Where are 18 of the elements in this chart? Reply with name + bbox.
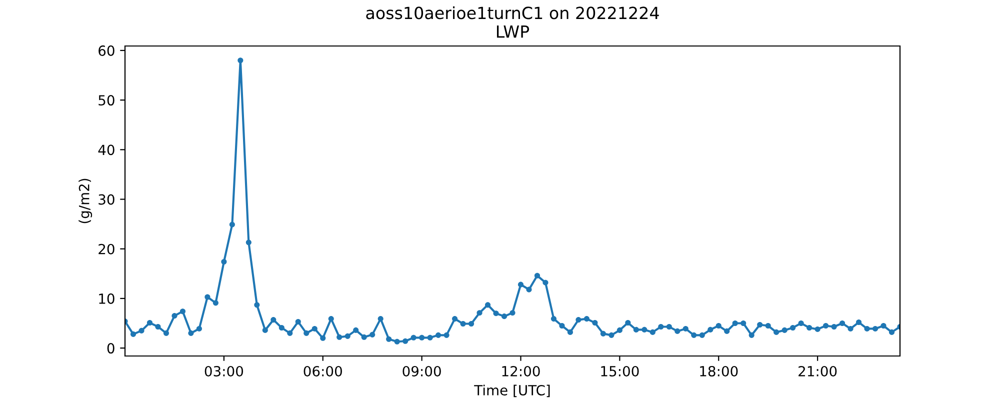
x-tick-label: 09:00 — [402, 366, 441, 376]
x-tick-label: 03:00 — [204, 366, 244, 376]
y-axis-title: (g/m2) — [78, 178, 92, 224]
y-tick-label: 20 — [98, 244, 114, 254]
y-tick-label: 0 — [107, 343, 114, 354]
y-tick-label: 50 — [98, 95, 114, 106]
x-tick-label: 15:00 — [601, 366, 639, 376]
x-tick-label: 06:00 — [304, 366, 342, 376]
x-axis-title: Time [UTC] — [474, 384, 550, 398]
chart-title: aoss10aerioe1turnC1 on 20221224 — [366, 6, 659, 20]
y-tick-label: 60 — [98, 45, 114, 56]
x-tick-label: 12:00 — [502, 366, 540, 376]
chart-subtitle: LWP — [496, 26, 530, 38]
y-tick-label: 40 — [98, 144, 114, 156]
y-tick-label: 30 — [98, 194, 114, 205]
x-tick-label: 18:00 — [700, 366, 738, 376]
x-tick-label: 21:00 — [798, 366, 837, 376]
y-tick-label: 10 — [99, 293, 114, 304]
